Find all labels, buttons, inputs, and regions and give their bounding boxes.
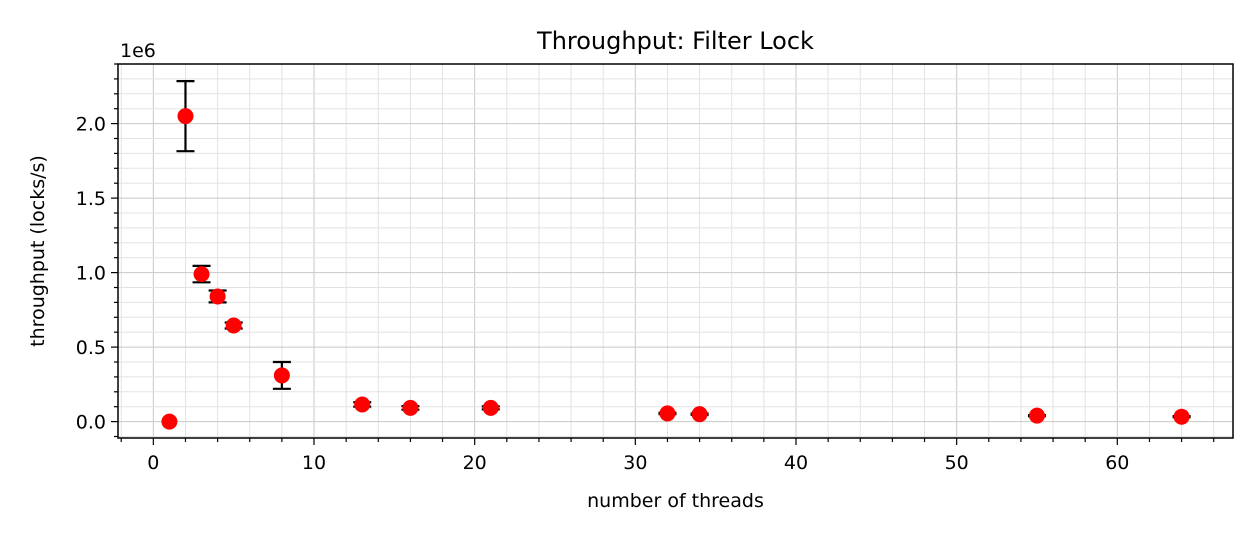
y-tick-label: 0.5 <box>76 337 106 359</box>
x-tick-label: 40 <box>784 452 808 474</box>
y-tick-label: 1.0 <box>76 263 106 285</box>
x-tick-label: 50 <box>945 452 969 474</box>
y-tick-label: 2.0 <box>76 114 106 136</box>
data-point <box>177 108 194 125</box>
data-point <box>659 405 676 422</box>
x-tick-label: 10 <box>302 452 326 474</box>
data-point <box>482 399 499 416</box>
x-tick-label: 30 <box>623 452 647 474</box>
data-point <box>209 288 226 305</box>
chart-title: Throughput: Filter Lock <box>536 27 814 55</box>
data-points <box>161 108 1190 430</box>
y-axis-offset-label: 1e6 <box>120 40 156 62</box>
data-point <box>402 399 419 416</box>
data-point <box>354 396 371 413</box>
x-axis-ticks: 0 10 20 30 40 50 60 <box>120 438 1215 474</box>
y-tick-label: 0.0 <box>76 412 106 434</box>
data-point <box>1173 408 1190 425</box>
x-tick-label: 60 <box>1105 452 1129 474</box>
plot-frame <box>117 63 1234 439</box>
data-point <box>691 406 708 423</box>
data-point <box>1028 407 1045 424</box>
x-axis-label: number of threads <box>587 490 764 512</box>
x-tick-label: 0 <box>147 452 159 474</box>
data-point <box>161 413 178 430</box>
data-point <box>273 367 290 384</box>
y-tick-label: 1.5 <box>76 188 106 210</box>
x-tick-label: 20 <box>463 452 487 474</box>
data-point <box>225 317 242 334</box>
data-point <box>193 266 210 283</box>
errorbars <box>176 80 1191 419</box>
y-axis-label: throughput (locks/s) <box>27 155 49 347</box>
y-axis-ticks: 0.0 0.5 1.0 1.5 2.0 <box>76 63 118 438</box>
